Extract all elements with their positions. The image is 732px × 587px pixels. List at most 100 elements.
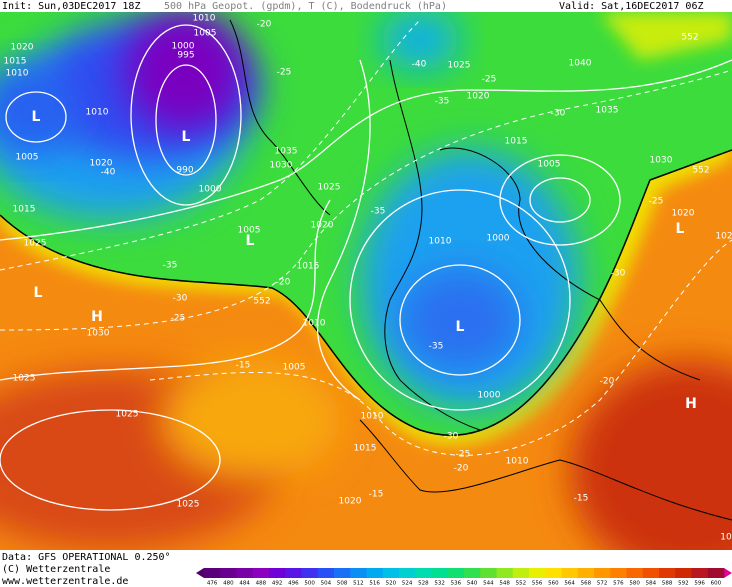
data-source: Data: GFS OPERATIONAL 0.250° <box>2 552 171 563</box>
colorbar-swatch <box>545 568 562 578</box>
colorbar-swatch <box>382 568 400 578</box>
map-label: -25 <box>649 197 664 207</box>
map-label: 1010 <box>303 319 326 329</box>
colorbar-label: 524 <box>402 581 413 587</box>
colorbar-label: 496 <box>288 581 299 587</box>
map-label: -20 <box>276 278 291 288</box>
colorbar-swatch <box>350 568 367 578</box>
colorbar-label: 516 <box>369 581 380 587</box>
map-label: 1020 <box>90 159 113 169</box>
map-label: 1020 <box>339 497 362 507</box>
map-label: -20 <box>600 377 615 387</box>
colorbar-label: 548 <box>499 581 510 587</box>
map-label: -25 <box>456 450 471 460</box>
map-label: 1000 <box>487 234 510 244</box>
map-label: 1010 <box>361 412 384 422</box>
colorbar-label: 564 <box>564 581 575 587</box>
colorbar-swatch <box>594 568 611 578</box>
colorbar-swatch <box>496 568 514 578</box>
map-label: -40 <box>412 60 427 70</box>
map-label: -25 <box>171 314 186 324</box>
colorbar-swatch <box>626 568 644 578</box>
map-label: -30 <box>551 109 566 119</box>
map-label: 552 <box>681 33 698 43</box>
map-label: -20 <box>257 20 272 30</box>
colorbar-label: 504 <box>321 581 332 587</box>
colorbar-swatch <box>220 568 237 578</box>
colorbar-label: 576 <box>613 581 624 587</box>
colorbar-swatch <box>236 568 254 578</box>
map-label: -25 <box>277 68 292 78</box>
init-text: Init: Sun,03DEC2017 18Z <box>2 1 140 12</box>
map-label: 1020 <box>311 221 334 231</box>
colorbar-swatch <box>285 568 302 578</box>
map-label: 1015 <box>505 137 528 147</box>
map-label: -20 <box>454 464 469 474</box>
map-label: 1040 <box>569 59 592 69</box>
map-label: 1005 <box>283 363 306 373</box>
colorbar-label: 476 <box>207 581 218 587</box>
map-label: 1025 <box>177 500 200 510</box>
map-label: 1015 <box>297 262 320 272</box>
colorbar-label: 528 <box>418 581 429 587</box>
colorbar-swatch <box>431 568 449 578</box>
colorbar-label: 500 <box>304 581 315 587</box>
pressure-center: L <box>34 285 43 301</box>
colorbar-label: 552 <box>516 581 527 587</box>
pressure-center: L <box>32 109 41 125</box>
colorbar-label: 488 <box>256 581 267 587</box>
colorbar-min-arrow <box>196 568 204 578</box>
colorbar-label: 560 <box>548 581 559 587</box>
colorbar-swatch <box>301 568 319 578</box>
colorbar-label: 596 <box>694 581 705 587</box>
pressure-center: L <box>246 233 255 249</box>
contour-552 <box>0 149 732 436</box>
map-label: 990 <box>176 166 193 176</box>
colorbar-max-arrow <box>724 568 732 578</box>
colorbar-label: 584 <box>646 581 657 587</box>
field-text: 500 hPa Geopot. (gpdm), T (C), Bodendruc… <box>164 1 447 12</box>
colorbar-swatch <box>659 568 676 578</box>
map-label: 552 <box>253 297 270 307</box>
copyright: (C) Wetterzentrale <box>2 564 110 575</box>
map-label: 1015 <box>4 57 27 67</box>
colorbar-swatch <box>447 568 465 578</box>
map <box>0 12 732 550</box>
colorbar-swatch <box>577 568 595 578</box>
pressure-center: L <box>182 129 191 145</box>
website: www.wetterzentrale.de <box>2 576 128 587</box>
colorbar-label: 532 <box>434 581 445 587</box>
map-label: 1005 <box>194 29 217 39</box>
colorbar-label: 580 <box>629 581 640 587</box>
colorbar-swatch <box>269 568 286 578</box>
colorbar-label: 592 <box>678 581 689 587</box>
colorbar-swatch <box>610 568 627 578</box>
map-label: 552 <box>692 166 709 176</box>
pressure-center: L <box>676 221 685 237</box>
map-label: 1015 <box>354 444 377 454</box>
colorbar-label: 588 <box>662 581 673 587</box>
colorbar-swatch <box>366 568 384 578</box>
map-label: 1010 <box>193 14 216 24</box>
colorbar-label: 536 <box>451 581 462 587</box>
map-label: 1005 <box>16 153 39 163</box>
colorbar-swatch <box>691 568 709 578</box>
colorbar-label: 480 <box>223 581 234 587</box>
map-label: 1030 <box>270 161 293 171</box>
map-label: -30 <box>444 432 459 442</box>
colorbar-swatch <box>529 568 546 578</box>
map-label: 1030 <box>87 329 110 339</box>
colorbar-label: 492 <box>272 581 283 587</box>
map-label: 1000 <box>172 42 195 52</box>
colorbar-label: 600 <box>711 581 722 587</box>
map-label: 1000 <box>199 185 222 195</box>
map-label: -15 <box>574 494 589 504</box>
colorbar-swatch <box>334 568 351 578</box>
map-label: 1025 <box>24 239 47 249</box>
map-label: 1000 <box>478 391 501 401</box>
map-label: 1010 <box>429 237 452 247</box>
map-label: 1010 <box>506 457 529 467</box>
colorbar-label: 512 <box>353 581 364 587</box>
colorbar-label: 556 <box>532 581 543 587</box>
map-label: 1030 <box>650 156 673 166</box>
